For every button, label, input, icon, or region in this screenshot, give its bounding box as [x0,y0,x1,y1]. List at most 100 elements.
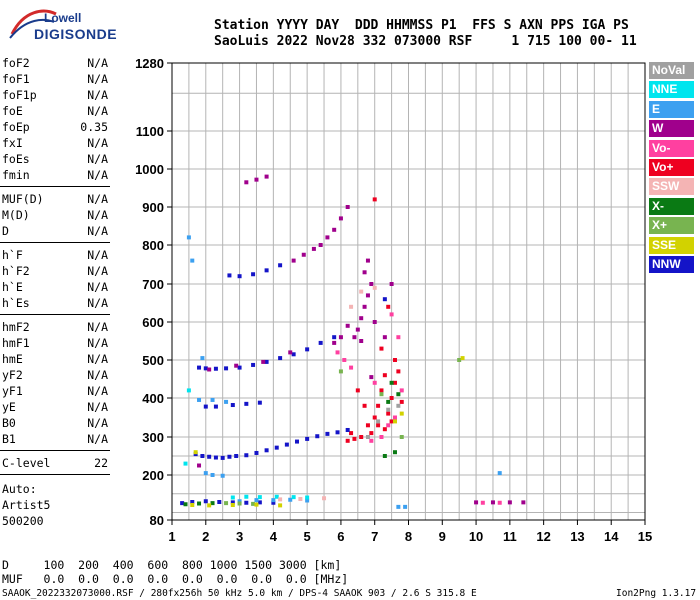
data-point [355,388,360,393]
data-point [379,388,384,393]
autoscaling-text: 500200 [2,514,44,528]
data-point [305,436,310,441]
data-point [386,407,391,412]
data-point [305,347,310,352]
data-point [197,501,202,506]
data-point [186,235,191,240]
data-point [369,431,374,436]
data-point [349,304,354,309]
param-label: yF1 [2,384,23,398]
data-point [220,473,225,478]
data-point [288,350,293,355]
data-point [318,243,323,247]
data-point [460,356,465,361]
legend-item: SSW [649,178,694,196]
data-point [335,350,340,355]
data-point [264,359,269,364]
data-point [399,411,404,416]
data-point [190,500,195,504]
footer-file-info: SAAOK_2022332073000.RSF / 280fx256h 50 k… [2,588,477,599]
legend-item: SSE [649,236,694,254]
data-point [278,263,283,268]
legend-item: X- [649,197,694,215]
data-point [261,359,266,364]
data-point [325,235,330,240]
param-label: h`F2 [2,264,30,278]
data-point [288,497,293,502]
data-point [203,366,208,371]
param-value: N/A [87,224,108,238]
distance-row: D 100 200 400 600 800 1000 1500 3000 [km… [2,558,342,572]
separator-line [0,450,110,451]
data-point [507,500,512,505]
data-point [480,500,485,505]
y-tick-label: 900 [142,200,164,215]
param-label: hmF1 [2,336,30,350]
param-label: MUF(D) [2,192,44,206]
data-point [301,252,306,257]
data-point [376,423,381,428]
param-value: N/A [87,72,108,86]
data-point [271,498,276,503]
param-label: hmE [2,352,23,366]
data-point [298,497,303,501]
header-row-1: Station YYYY DAY DDD HHMMSS P1 FFS S AXN… [214,18,629,33]
data-point [322,496,327,501]
logo-lowell: Lowell [44,11,82,25]
data-point [372,320,377,324]
y-tick-label: 800 [142,238,164,253]
data-point [349,365,354,370]
data-point [386,411,391,416]
param-value: N/A [87,104,108,118]
param-label: B1 [2,432,16,446]
x-tick-label: 8 [405,529,412,544]
data-point [244,494,249,499]
data-point [359,339,364,343]
legend-item: NNE [649,81,694,99]
data-point [284,442,289,447]
data-point [399,388,404,393]
param-value: N/A [87,368,108,382]
data-point [345,438,350,443]
param-value: N/A [87,168,108,182]
legend-item: W [649,120,694,138]
y-tick-label: 1100 [136,124,164,139]
data-point [372,197,377,202]
data-point [392,450,397,455]
x-tick-label: 3 [236,529,243,544]
data-point [224,366,229,371]
y-tick-label: 700 [142,277,164,292]
y-tick-label: 1280 [135,56,164,71]
muf-row: MUF 0.0 0.0 0.0 0.0 0.0 0.0 0.0 0.0 [MHz… [2,572,349,586]
data-point [362,304,367,309]
data-point [338,216,343,221]
param-label: foEp [2,120,30,134]
y-tick-label: 1000 [135,162,164,177]
data-point [365,258,370,263]
y-tick-label: 600 [142,315,164,330]
data-point [382,373,387,378]
data-point [376,419,381,424]
data-point [237,274,242,279]
data-point [389,282,394,286]
autoscaling-text: Auto: [2,482,37,496]
data-point [365,293,370,298]
data-point [457,358,462,362]
data-point [345,205,350,209]
y-tick-label: 200 [142,468,164,483]
data-point [338,369,343,374]
data-point [207,454,212,459]
param-label: h`E [2,280,23,294]
data-point [271,500,276,505]
separator-line [0,314,110,315]
data-point [382,427,387,432]
data-point [257,500,262,505]
data-point [224,399,229,404]
data-point [251,272,256,277]
param-value: N/A [87,248,108,262]
data-point [210,473,215,477]
data-point [230,503,235,507]
legend-item: NNW [649,256,694,273]
data-point [369,438,374,443]
